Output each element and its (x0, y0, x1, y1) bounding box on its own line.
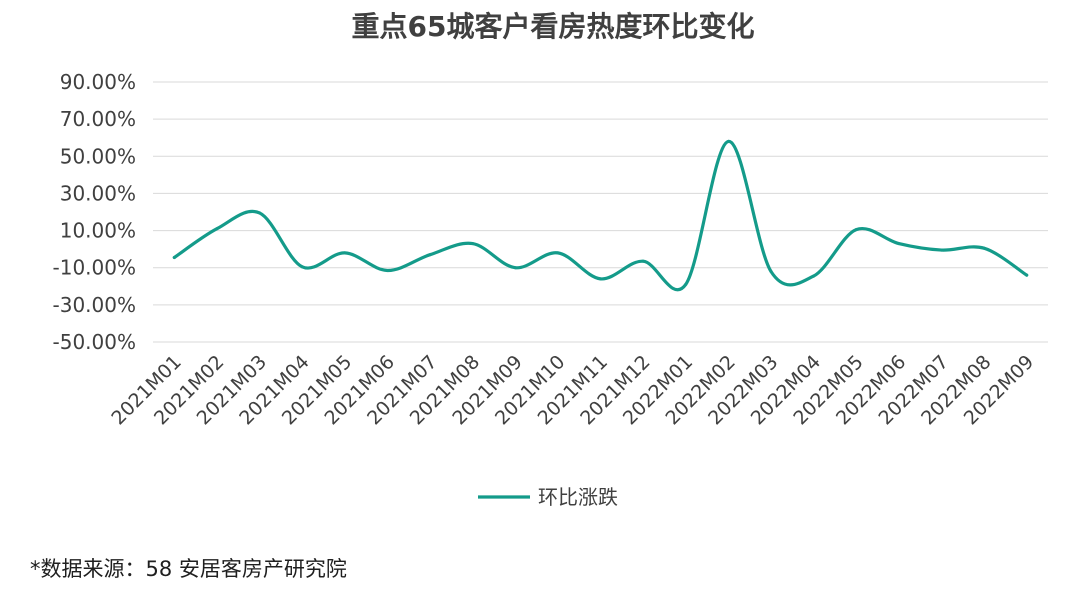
y-tick-label: 90.00% (60, 70, 136, 94)
series-line (172, 139, 1029, 292)
y-tick-label: -50.00% (53, 330, 136, 354)
chart-title: 重点65城客户看房热度环比变化 (352, 10, 755, 43)
data-point (599, 277, 602, 281)
data-point (769, 269, 773, 273)
y-tick-label: 10.00% (60, 219, 136, 243)
data-point (215, 227, 219, 231)
data-point (854, 228, 858, 232)
y-tick-label: -10.00% (53, 256, 136, 280)
y-tick-label: -30.00% (53, 293, 136, 317)
y-tick-label: 50.00% (60, 144, 136, 168)
data-point (726, 139, 730, 143)
data-point (641, 259, 645, 263)
data-point (556, 251, 560, 255)
data-point (385, 269, 389, 272)
data-point (513, 266, 517, 270)
data-point (684, 282, 688, 286)
data-point (897, 242, 901, 246)
data-point (812, 274, 816, 278)
y-tick-label: 30.00% (60, 181, 136, 205)
data-point (258, 211, 262, 215)
series-layer (172, 139, 1029, 292)
data-point (300, 265, 304, 269)
data-point (939, 248, 943, 252)
gridlines (153, 81, 1048, 343)
data-point (428, 253, 432, 257)
data-point (343, 251, 347, 255)
data-point (172, 256, 176, 259)
data-point (982, 246, 986, 250)
legend: 环比涨跌 (478, 485, 618, 509)
legend-label: 环比涨跌 (538, 485, 618, 509)
data-point (471, 242, 475, 246)
data-point (1025, 273, 1029, 277)
y-tick-label: 70.00% (60, 107, 136, 131)
y-axis-tick-labels: 90.00% 70.00% 50.00% 30.00% 10.00% -10.00% -30… (53, 70, 136, 354)
x-axis-tick-labels: 2021M012021M022021M032021M042021M052021M… (107, 351, 1038, 429)
data-source-footnote: *数据来源：58 安居客房产研究院 (30, 557, 347, 581)
